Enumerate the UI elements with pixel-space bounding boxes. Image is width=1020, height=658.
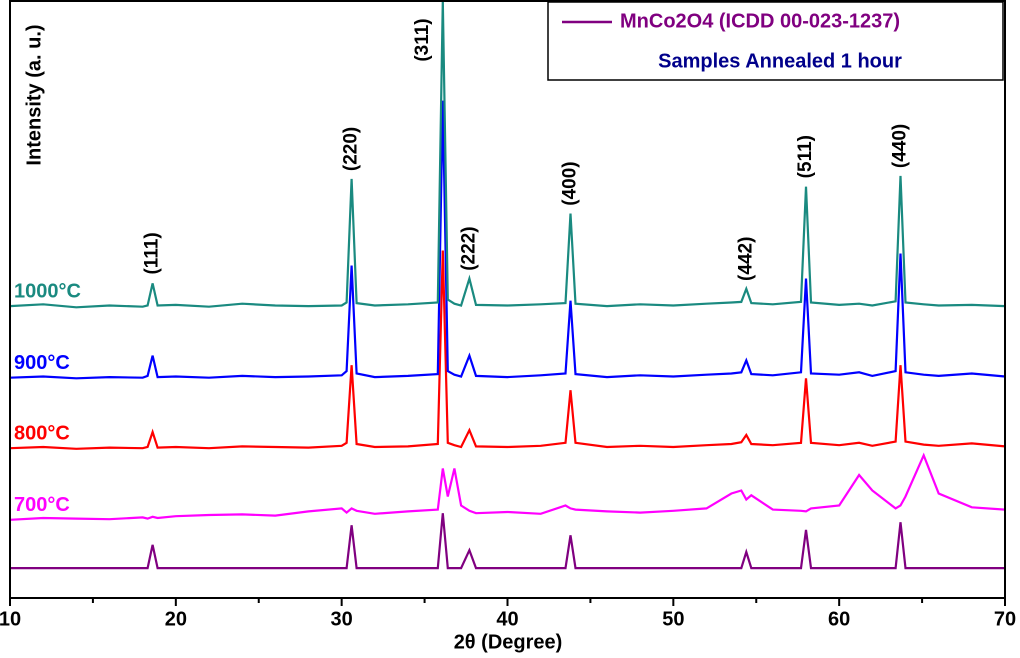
series-line	[9, 0, 1006, 309]
series-label: 700°C	[14, 494, 70, 516]
peak-label: (220)	[341, 127, 362, 171]
series-label: 1000°C	[14, 280, 81, 302]
legend-box	[547, 1, 1004, 81]
x-tick-label: 40	[496, 608, 518, 630]
peak-label: (440)	[890, 124, 911, 168]
x-tick-label: 20	[165, 608, 187, 630]
series-line	[9, 452, 1006, 521]
legend-label: MnCo2O4 (ICDD 00-023-1237)	[620, 10, 900, 32]
x-tick-label: 60	[828, 608, 850, 630]
series-label: 800°C	[14, 422, 70, 444]
series-line	[9, 100, 1006, 380]
peak-label: (511)	[795, 135, 816, 178]
peak-label: (400)	[560, 161, 581, 205]
series-line	[10, 513, 1005, 570]
x-tick-label: 50	[662, 608, 684, 630]
peak-label: (222)	[458, 226, 479, 270]
x-axis-label: 2θ (Degree)	[454, 631, 563, 653]
plot-frame	[9, 0, 1006, 599]
series-line	[9, 250, 1006, 450]
legend-title: Samples Annealed 1 hour	[658, 50, 902, 72]
peak-label: (311)	[412, 18, 433, 61]
x-tick-label: 10	[0, 608, 21, 630]
peak-label: (111)	[142, 232, 163, 274]
y-axis-label: Intensity (a. u.)	[23, 24, 45, 165]
x-tick-label: 30	[331, 608, 353, 630]
x-tick-label: 70	[994, 608, 1016, 630]
series-label: 900°C	[14, 352, 70, 374]
peak-label: (442)	[735, 237, 756, 281]
